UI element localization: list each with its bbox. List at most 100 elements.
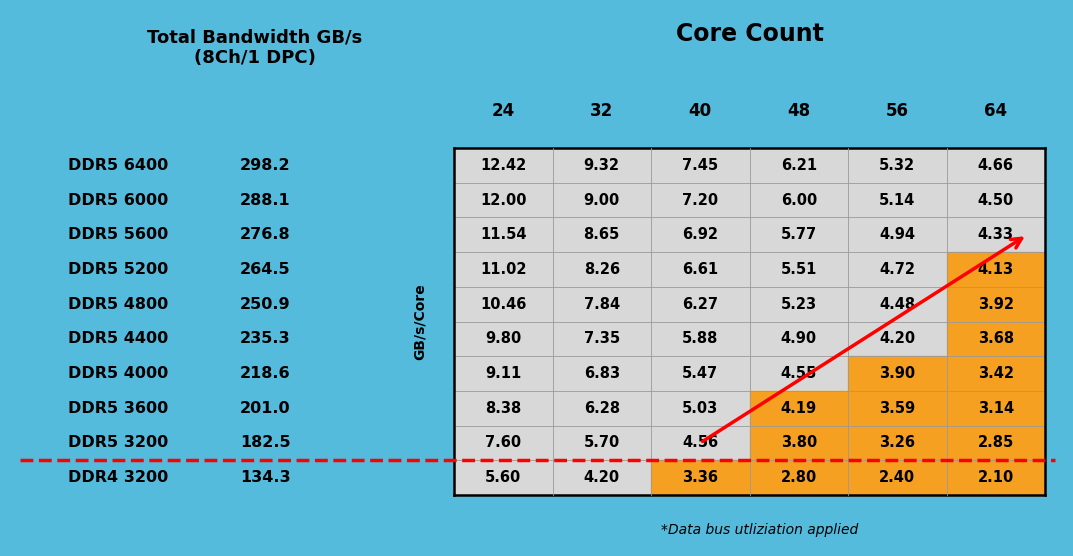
Text: DDR4 3200: DDR4 3200	[68, 470, 168, 485]
Text: 40: 40	[689, 102, 711, 120]
Text: 9.00: 9.00	[584, 192, 620, 207]
Text: 4.33: 4.33	[978, 227, 1014, 242]
Text: 2.10: 2.10	[978, 470, 1014, 485]
Text: 134.3: 134.3	[239, 470, 291, 485]
Text: 6.00: 6.00	[781, 192, 817, 207]
Text: 5.51: 5.51	[780, 262, 817, 277]
Text: DDR5 5200: DDR5 5200	[68, 262, 168, 277]
Text: 3.92: 3.92	[978, 297, 1014, 312]
Text: 5.70: 5.70	[584, 435, 620, 450]
Bar	[946, 287, 1045, 321]
Text: 7.84: 7.84	[584, 297, 620, 312]
Text: 5.47: 5.47	[682, 366, 718, 381]
Bar	[454, 148, 1045, 495]
Text: 9.80: 9.80	[485, 331, 521, 346]
Text: 11.02: 11.02	[480, 262, 527, 277]
Text: 3.26: 3.26	[879, 435, 915, 450]
Text: 5.23: 5.23	[781, 297, 817, 312]
Bar	[848, 356, 946, 391]
Text: DDR5 4800: DDR5 4800	[68, 297, 168, 312]
Text: 11.54: 11.54	[480, 227, 527, 242]
Text: 3.59: 3.59	[879, 401, 915, 416]
Text: DDR5 5600: DDR5 5600	[68, 227, 168, 242]
Text: 10.46: 10.46	[480, 297, 527, 312]
Text: 4.66: 4.66	[978, 158, 1014, 173]
Text: 264.5: 264.5	[239, 262, 291, 277]
Text: 276.8: 276.8	[239, 227, 291, 242]
Text: 5.88: 5.88	[682, 331, 719, 346]
Bar	[848, 425, 946, 460]
Bar	[946, 460, 1045, 495]
Text: 4.20: 4.20	[879, 331, 915, 346]
Text: 5.60: 5.60	[485, 470, 521, 485]
Text: 4.90: 4.90	[781, 331, 817, 346]
Text: 12.42: 12.42	[480, 158, 527, 173]
Text: 4.56: 4.56	[682, 435, 718, 450]
Bar	[750, 460, 848, 495]
Bar	[848, 391, 946, 425]
Text: 4.72: 4.72	[879, 262, 915, 277]
Text: 2.40: 2.40	[879, 470, 915, 485]
Text: DDR5 6400: DDR5 6400	[68, 158, 168, 173]
Text: 2.85: 2.85	[978, 435, 1014, 450]
Text: 5.03: 5.03	[682, 401, 719, 416]
Text: 5.14: 5.14	[879, 192, 915, 207]
Text: *Data bus utliziation applied: *Data bus utliziation applied	[661, 523, 858, 537]
Text: DDR5 4000: DDR5 4000	[68, 366, 168, 381]
Text: Total Bandwidth GB/s
(8Ch/1 DPC): Total Bandwidth GB/s (8Ch/1 DPC)	[147, 28, 363, 67]
Text: 3.36: 3.36	[682, 470, 718, 485]
Text: 32: 32	[590, 102, 614, 120]
Text: 3.14: 3.14	[978, 401, 1014, 416]
Bar	[651, 460, 750, 495]
Text: 5.77: 5.77	[781, 227, 817, 242]
Text: 6.92: 6.92	[682, 227, 718, 242]
Text: 4.94: 4.94	[879, 227, 915, 242]
Text: 8.38: 8.38	[485, 401, 521, 416]
Text: Core Count: Core Count	[676, 22, 824, 46]
Text: 9.32: 9.32	[584, 158, 620, 173]
Text: 7.60: 7.60	[485, 435, 521, 450]
Text: 7.45: 7.45	[682, 158, 718, 173]
Text: 6.28: 6.28	[584, 401, 620, 416]
Text: 298.2: 298.2	[239, 158, 291, 173]
Text: 3.80: 3.80	[781, 435, 817, 450]
Text: 218.6: 218.6	[239, 366, 291, 381]
Text: 24: 24	[491, 102, 515, 120]
Text: 6.21: 6.21	[781, 158, 817, 173]
Text: 9.11: 9.11	[485, 366, 521, 381]
Text: 3.42: 3.42	[978, 366, 1014, 381]
Text: 6.61: 6.61	[682, 262, 718, 277]
Text: 4.13: 4.13	[978, 262, 1014, 277]
Text: GB/s/Core: GB/s/Core	[413, 283, 427, 360]
Text: 12.00: 12.00	[480, 192, 527, 207]
Text: 56: 56	[885, 102, 909, 120]
Bar	[946, 391, 1045, 425]
Bar	[750, 391, 848, 425]
Text: 6.83: 6.83	[584, 366, 620, 381]
Text: DDR5 4400: DDR5 4400	[68, 331, 168, 346]
Text: 4.48: 4.48	[879, 297, 915, 312]
Text: 288.1: 288.1	[239, 192, 291, 207]
Text: 3.68: 3.68	[978, 331, 1014, 346]
Text: DDR5 3200: DDR5 3200	[68, 435, 168, 450]
Text: DDR5 6000: DDR5 6000	[68, 192, 168, 207]
Bar	[946, 356, 1045, 391]
Bar	[848, 460, 946, 495]
Text: 3.90: 3.90	[879, 366, 915, 381]
Text: 7.35: 7.35	[584, 331, 620, 346]
Text: 4.50: 4.50	[978, 192, 1014, 207]
Text: 4.55: 4.55	[781, 366, 817, 381]
Bar	[946, 252, 1045, 287]
Text: 201.0: 201.0	[239, 401, 291, 416]
Text: DDR5 3600: DDR5 3600	[68, 401, 168, 416]
Text: 235.3: 235.3	[239, 331, 291, 346]
Text: 4.20: 4.20	[584, 470, 620, 485]
Text: 7.20: 7.20	[682, 192, 718, 207]
Text: 5.32: 5.32	[879, 158, 915, 173]
Text: 8.65: 8.65	[584, 227, 620, 242]
Text: 182.5: 182.5	[239, 435, 291, 450]
Text: 250.9: 250.9	[239, 297, 291, 312]
Bar	[946, 321, 1045, 356]
Text: 64: 64	[984, 102, 1008, 120]
Bar	[750, 425, 848, 460]
